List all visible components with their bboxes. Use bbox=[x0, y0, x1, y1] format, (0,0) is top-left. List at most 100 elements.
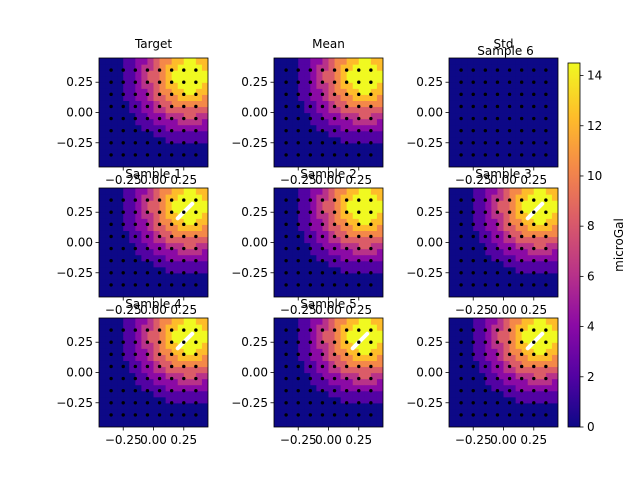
heat-cell bbox=[322, 336, 330, 343]
heat-cell bbox=[201, 136, 208, 144]
heat-cell bbox=[310, 330, 317, 337]
heat-cell bbox=[292, 100, 299, 108]
heat-cell bbox=[334, 366, 342, 374]
heat-cell bbox=[141, 266, 149, 274]
heat-cell bbox=[117, 112, 124, 120]
heat-cell bbox=[352, 160, 360, 167]
heat-cell bbox=[328, 112, 336, 120]
heat-cell bbox=[159, 236, 167, 244]
heat-cell bbox=[328, 100, 336, 108]
station-point bbox=[544, 153, 548, 157]
heat-cell bbox=[153, 106, 161, 114]
y-tick-label: −0.25 bbox=[231, 396, 268, 410]
heat-cell bbox=[189, 402, 197, 410]
heat-cell bbox=[171, 218, 179, 225]
station-point bbox=[459, 222, 463, 227]
colorbar-tick-label: 10 bbox=[587, 169, 602, 183]
heat-cell bbox=[521, 290, 529, 297]
heat-cell bbox=[322, 188, 330, 195]
heat-cell bbox=[147, 402, 155, 410]
station-point bbox=[145, 222, 150, 227]
heat-cell bbox=[316, 118, 324, 126]
heat-cell bbox=[195, 118, 203, 126]
station-point bbox=[344, 271, 349, 275]
heat-cell bbox=[539, 118, 547, 126]
heat-cell bbox=[521, 136, 529, 144]
heat-cell bbox=[177, 76, 185, 83]
heat-cell bbox=[135, 372, 142, 380]
heat-cell bbox=[346, 236, 354, 244]
heat-cell bbox=[147, 200, 155, 207]
heat-cell bbox=[461, 248, 468, 256]
heat-cell bbox=[183, 64, 191, 71]
heat-cell bbox=[509, 348, 517, 355]
station-point bbox=[308, 92, 313, 97]
heat-cell bbox=[346, 254, 354, 262]
heat-cell bbox=[195, 330, 203, 337]
heat-cell bbox=[147, 396, 155, 404]
heat-cell bbox=[159, 336, 167, 343]
station-point bbox=[109, 128, 113, 133]
heat-cell bbox=[509, 188, 517, 195]
heat-cell bbox=[153, 100, 161, 108]
station-point bbox=[109, 376, 113, 381]
heat-cell bbox=[449, 342, 456, 349]
heat-cell bbox=[165, 408, 173, 416]
heat-cell bbox=[177, 384, 185, 392]
heat-cell bbox=[153, 224, 161, 231]
heat-cell bbox=[497, 218, 505, 225]
heat-cell bbox=[455, 212, 462, 219]
heat-cell bbox=[123, 94, 130, 101]
heat-cell bbox=[105, 218, 112, 225]
heat-cell bbox=[171, 290, 179, 297]
heat-cell bbox=[123, 248, 130, 256]
heat-cell bbox=[322, 88, 330, 95]
heat-cell bbox=[99, 366, 106, 374]
heat-cell bbox=[455, 88, 462, 95]
heat-cell bbox=[461, 88, 468, 95]
heat-cell bbox=[527, 330, 535, 337]
heat-cell bbox=[358, 160, 366, 167]
station-point bbox=[357, 116, 361, 121]
heat-cell bbox=[322, 372, 330, 380]
heat-cell bbox=[171, 336, 179, 343]
heat-cell bbox=[515, 200, 523, 207]
heat-cell bbox=[370, 366, 378, 374]
heat-cell bbox=[340, 100, 348, 108]
heat-cell bbox=[461, 148, 468, 156]
heat-cell bbox=[533, 408, 541, 416]
heat-cell bbox=[473, 236, 480, 244]
station-point bbox=[182, 413, 186, 417]
heat-cell bbox=[171, 106, 179, 114]
heat-cell bbox=[461, 58, 468, 65]
heat-cell bbox=[539, 272, 547, 280]
station-point bbox=[296, 364, 300, 369]
heat-cell bbox=[201, 100, 208, 108]
heat-cell bbox=[515, 142, 523, 150]
heat-cell bbox=[274, 82, 281, 89]
heat-cell bbox=[274, 76, 281, 83]
heat-cell bbox=[467, 200, 474, 207]
station-point bbox=[495, 198, 500, 202]
station-point bbox=[357, 271, 361, 275]
heat-cell bbox=[352, 378, 360, 386]
heat-cell bbox=[455, 372, 462, 380]
heat-cell bbox=[177, 272, 185, 280]
heat-cell bbox=[105, 70, 112, 77]
heat-cell bbox=[376, 212, 383, 219]
heat-cell bbox=[298, 284, 305, 292]
heat-cell bbox=[346, 354, 354, 361]
heat-cell bbox=[527, 260, 535, 268]
heat-cell bbox=[521, 76, 529, 83]
heat-cell bbox=[298, 342, 305, 349]
heat-cell bbox=[497, 254, 505, 262]
heat-cell bbox=[298, 130, 305, 138]
station-point bbox=[369, 116, 373, 121]
y-tick-label: 0.25 bbox=[416, 335, 443, 349]
heat-cell bbox=[515, 188, 523, 195]
heat-cell bbox=[304, 218, 311, 225]
heat-cell bbox=[298, 142, 305, 150]
heat-cell bbox=[527, 324, 535, 331]
heat-cell bbox=[153, 290, 161, 297]
heat-cell bbox=[503, 58, 511, 65]
